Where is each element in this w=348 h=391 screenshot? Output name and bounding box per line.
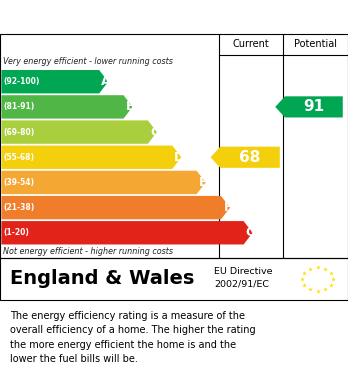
Text: 91: 91 — [303, 99, 324, 115]
Text: EU Directive
2002/91/EC: EU Directive 2002/91/EC — [214, 267, 272, 289]
Text: (21-38): (21-38) — [3, 203, 35, 212]
Polygon shape — [211, 147, 280, 168]
Text: E: E — [199, 176, 208, 189]
Text: (1-20): (1-20) — [3, 228, 29, 237]
Text: The energy efficiency rating is a measure of the
overall efficiency of a home. T: The energy efficiency rating is a measur… — [10, 311, 256, 364]
Text: Potential: Potential — [294, 39, 337, 49]
Text: D: D — [174, 151, 184, 164]
Text: (69-80): (69-80) — [3, 127, 35, 136]
Text: B: B — [126, 100, 135, 113]
Text: Energy Efficiency Rating: Energy Efficiency Rating — [10, 9, 213, 25]
Polygon shape — [1, 171, 206, 194]
Text: C: C — [150, 126, 159, 138]
Polygon shape — [1, 70, 108, 93]
Text: Current: Current — [232, 39, 269, 49]
Polygon shape — [1, 120, 157, 144]
Text: (55-68): (55-68) — [3, 153, 34, 162]
Text: A: A — [101, 75, 111, 88]
Text: 68: 68 — [239, 150, 261, 165]
Text: Not energy efficient - higher running costs: Not energy efficient - higher running co… — [3, 247, 174, 256]
Polygon shape — [1, 196, 230, 219]
Polygon shape — [275, 96, 343, 117]
Text: (92-100): (92-100) — [3, 77, 40, 86]
Text: (39-54): (39-54) — [3, 178, 34, 187]
Polygon shape — [1, 145, 181, 169]
Text: F: F — [224, 201, 232, 214]
Polygon shape — [1, 221, 253, 244]
Text: G: G — [245, 226, 256, 239]
Text: (81-91): (81-91) — [3, 102, 35, 111]
Polygon shape — [1, 95, 133, 118]
Text: Very energy efficient - lower running costs: Very energy efficient - lower running co… — [3, 57, 173, 66]
Text: England & Wales: England & Wales — [10, 269, 195, 288]
